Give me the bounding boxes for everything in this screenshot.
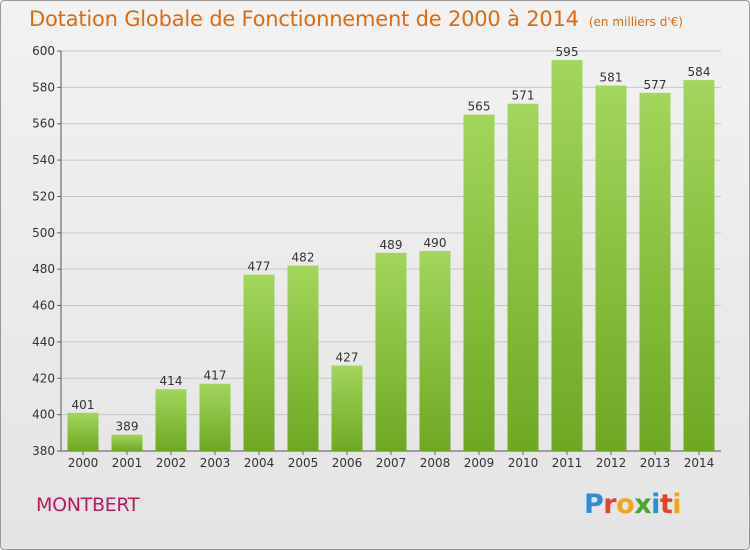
bar <box>331 365 363 451</box>
x-tick-label: 2006 <box>332 456 363 470</box>
y-tick-label: 540 <box>32 153 55 167</box>
y-tick-label: 420 <box>32 371 55 385</box>
y-tick-label: 400 <box>32 408 55 422</box>
bar <box>507 103 539 452</box>
bar-value-label: 577 <box>644 78 667 92</box>
y-tick-label: 480 <box>32 262 55 276</box>
x-tick-label: 2013 <box>640 456 671 470</box>
bar-value-label: 417 <box>204 369 227 383</box>
bar <box>551 60 583 451</box>
bar <box>375 252 407 451</box>
bar-value-label: 581 <box>600 71 623 85</box>
bar <box>683 80 715 451</box>
y-tick-label: 560 <box>32 117 55 131</box>
x-tick-label: 2007 <box>376 456 407 470</box>
x-tick-label: 2004 <box>244 456 275 470</box>
chart-title-text: Dotation Globale de Fonctionnement de 20… <box>29 7 579 31</box>
x-tick-label: 2003 <box>200 456 231 470</box>
bar <box>67 412 99 451</box>
x-tick-label: 2014 <box>684 456 715 470</box>
bar <box>287 265 319 451</box>
logo-letter: i <box>651 489 660 520</box>
logo-letter: i <box>672 489 682 520</box>
logo-letter: t <box>659 489 673 520</box>
bar <box>155 389 187 451</box>
logo-letter: x <box>634 489 652 520</box>
bar-value-label: 489 <box>380 238 403 252</box>
chart-unit-label: (en milliers d'€) <box>588 15 683 29</box>
bar <box>243 274 275 451</box>
commune-name: MONTBERT <box>36 494 140 516</box>
x-tick-label: 2008 <box>420 456 451 470</box>
x-tick-label: 2005 <box>288 456 319 470</box>
proxiti-logo: Proxiti <box>584 489 682 520</box>
bar-value-label: 414 <box>160 374 183 388</box>
bar-value-label: 571 <box>512 89 535 103</box>
logo-letter: P <box>584 489 604 520</box>
chart-title: Dotation Globale de Fonctionnement de 20… <box>29 7 683 31</box>
y-tick-label: 500 <box>32 226 55 240</box>
bar <box>463 114 495 452</box>
bar <box>419 251 451 451</box>
bar-value-label: 565 <box>468 100 491 114</box>
x-tick-label: 2009 <box>464 456 495 470</box>
x-tick-label: 2001 <box>112 456 143 470</box>
y-tick-label: 460 <box>32 299 55 313</box>
bar-value-label: 427 <box>336 351 359 365</box>
x-tick-label: 2012 <box>596 456 627 470</box>
x-tick-label: 2000 <box>68 456 99 470</box>
x-tick-label: 2010 <box>508 456 539 470</box>
y-tick-label: 440 <box>32 335 55 349</box>
x-tick-label: 2011 <box>552 456 583 470</box>
logo-letter: r <box>603 489 617 520</box>
bar-value-label: 389 <box>116 420 139 434</box>
y-tick-label: 600 <box>32 44 55 58</box>
bar <box>595 85 627 451</box>
x-tick-label: 2002 <box>156 456 187 470</box>
bar <box>199 383 231 451</box>
y-tick-label: 520 <box>32 189 55 203</box>
logo-letter: o <box>616 489 635 520</box>
y-tick-label: 380 <box>32 444 55 458</box>
bar <box>639 92 671 452</box>
bar-value-label: 482 <box>292 251 315 265</box>
bar-value-label: 595 <box>556 45 579 59</box>
bars <box>67 60 715 452</box>
bar <box>111 434 143 451</box>
bar-value-label: 490 <box>424 236 447 250</box>
y-tick-label: 580 <box>32 80 55 94</box>
bar-value-label: 477 <box>248 260 271 274</box>
labels: 2000 401 2001 389 2002 414 2003 417 2004 477 2005 4… <box>68 45 715 470</box>
bar-value-label: 401 <box>72 398 95 412</box>
bar-value-label: 584 <box>688 65 711 79</box>
